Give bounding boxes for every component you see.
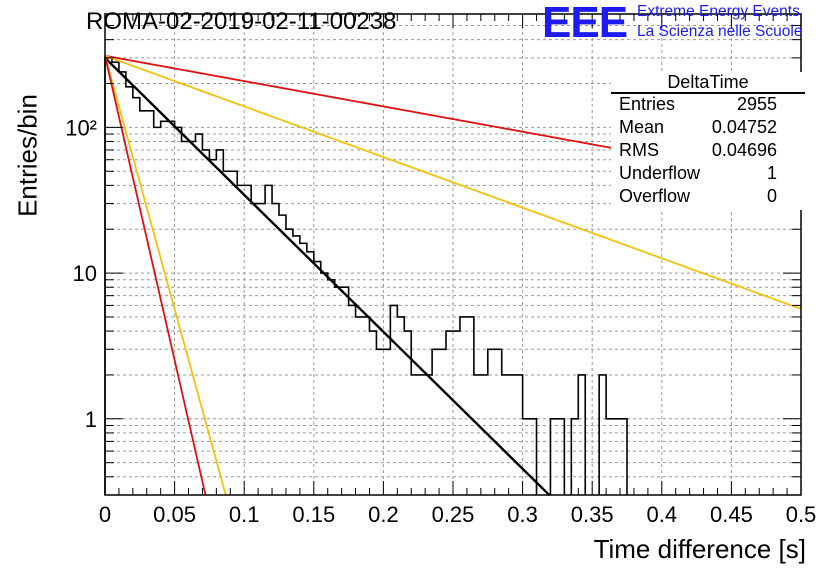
- stats-value: 1: [766, 163, 777, 183]
- stats-title: DeltaTime: [667, 72, 749, 92]
- fit-curve: [104, 55, 227, 496]
- y-tick-label: 10: [73, 261, 97, 286]
- x-tick-label: 0.1: [229, 502, 260, 527]
- x-tick-label: 0.45: [710, 502, 753, 527]
- histogram: [104, 57, 628, 495]
- x-tick-label: 0.4: [647, 502, 678, 527]
- logo-line-2: La Scienza nelle Scuole: [637, 23, 803, 40]
- stats-box: DeltaTime Entries 2955 Mean 0.04752 RMS …: [611, 72, 805, 210]
- stats-value: 0: [766, 186, 777, 206]
- x-tick-label: 0: [99, 502, 111, 527]
- stats-key: Underflow: [619, 163, 701, 183]
- fit-curve: [104, 55, 207, 496]
- stats-key: Mean: [619, 117, 665, 137]
- y-tick-label: 10²: [65, 115, 97, 140]
- x-tick-label: 0.15: [292, 502, 335, 527]
- x-tick-labels: 0 0.05 0.1 0.15 0.2 0.25 0.3 0.35 0.4 0.45 0.5: [99, 502, 816, 527]
- stats-key: Overflow: [619, 186, 691, 206]
- x-tick-label: 0.05: [153, 502, 196, 527]
- stats-rule: [611, 92, 805, 94]
- y-tick-label: 1: [85, 407, 97, 432]
- x-tick-label: 0.3: [507, 502, 538, 527]
- fit-curve: [104, 57, 551, 496]
- stats-value: 0.04696: [711, 140, 777, 160]
- logo-line-1: Extreme Energy Events: [637, 3, 800, 20]
- fit-curves: [104, 54, 802, 496]
- eee-logo: EEE: [542, 0, 628, 47]
- y-tick-labels: 1 10 10²: [65, 115, 97, 431]
- x-tick-label: 0.5: [786, 502, 817, 527]
- chart-title: ROMA-02-2019-02-11-00238: [86, 8, 397, 35]
- y-axis-label-wrap: Entries/bin: [2, 94, 43, 217]
- x-tick-label: 0.25: [432, 502, 475, 527]
- stats-key: RMS: [619, 140, 659, 160]
- y-axis-label: Entries/bin: [12, 94, 43, 217]
- grid-lines: [105, 13, 801, 496]
- stats-value: 2955: [736, 94, 777, 114]
- stats-key: Entries: [619, 94, 676, 114]
- stats-value: 0.04752: [711, 117, 777, 137]
- x-tick-label: 0.2: [368, 502, 399, 527]
- x-tick-label: 0.35: [571, 502, 614, 527]
- histogram-steps: [104, 57, 628, 495]
- x-axis-label: Time difference [s]: [593, 534, 806, 564]
- fit-curve: [104, 54, 802, 310]
